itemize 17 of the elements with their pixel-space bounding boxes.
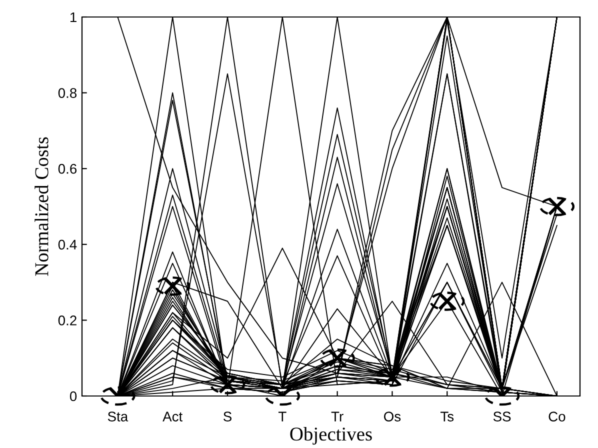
y-axis-title: Normalized Costs [34,137,48,276]
y-tick-label: 0.2 [58,316,76,326]
x-tick-label: T [278,412,286,422]
y-tick-label: 0.6 [58,164,77,174]
y-tick-label: 0.4 [58,240,77,250]
x-tick-label: Os [384,412,401,422]
x-tick-label: Co [548,412,566,422]
x-tick-label: Ts [440,412,454,422]
x-axis-title: Objectives [290,427,372,445]
x-tick-label: Act [162,412,183,422]
y-tick-label: 1 [70,12,76,22]
y-tick-label: 0.8 [58,88,77,98]
x-tick-label: S [224,412,232,422]
x-tick-label: Sta [108,412,128,422]
y-tick-label: 0 [70,391,77,402]
x-tick-label: SS [493,412,511,422]
x-tick-label: Tr [331,412,344,422]
